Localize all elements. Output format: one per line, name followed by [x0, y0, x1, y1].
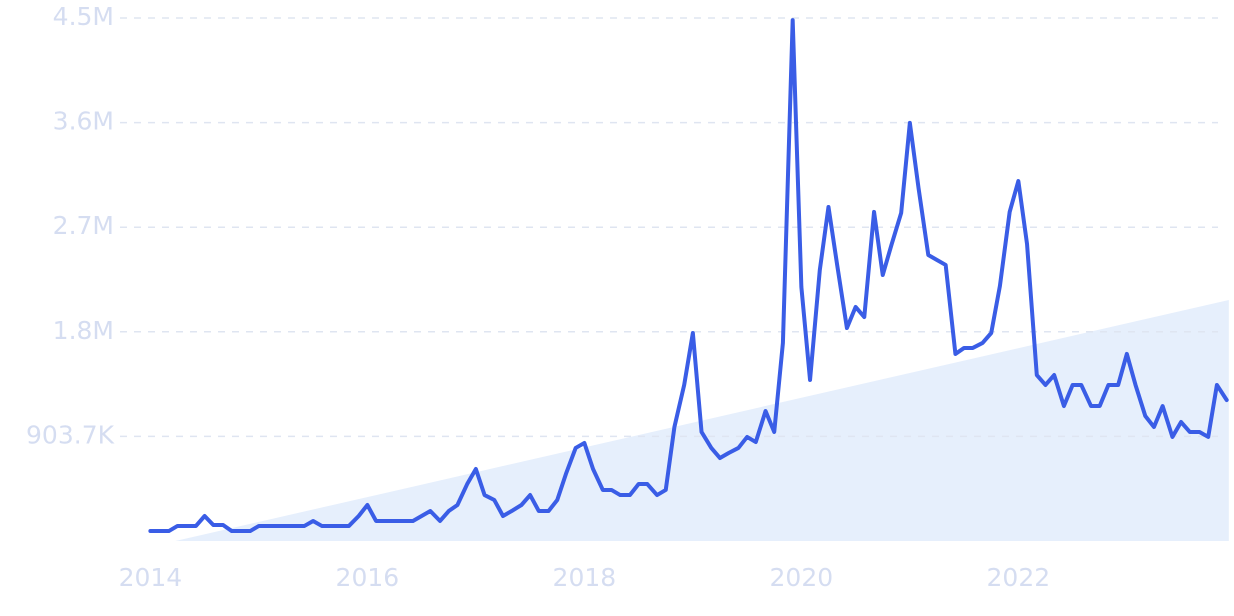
y-tick-label: 1.8M — [53, 316, 114, 345]
y-tick-label: 3.6M — [53, 107, 114, 136]
y-tick-label: 2.7M — [53, 211, 114, 240]
line-series — [148, 18, 1229, 534]
y-tick-label: 903.7K — [26, 420, 115, 449]
x-tick-label: 2014 — [119, 563, 183, 592]
x-tick-label: 2016 — [336, 563, 400, 592]
y-tick-label: 4.5M — [53, 2, 114, 31]
x-tick-label: 2018 — [553, 563, 617, 592]
x-tick-label: 2022 — [987, 563, 1051, 592]
x-tick-label: 2020 — [770, 563, 834, 592]
